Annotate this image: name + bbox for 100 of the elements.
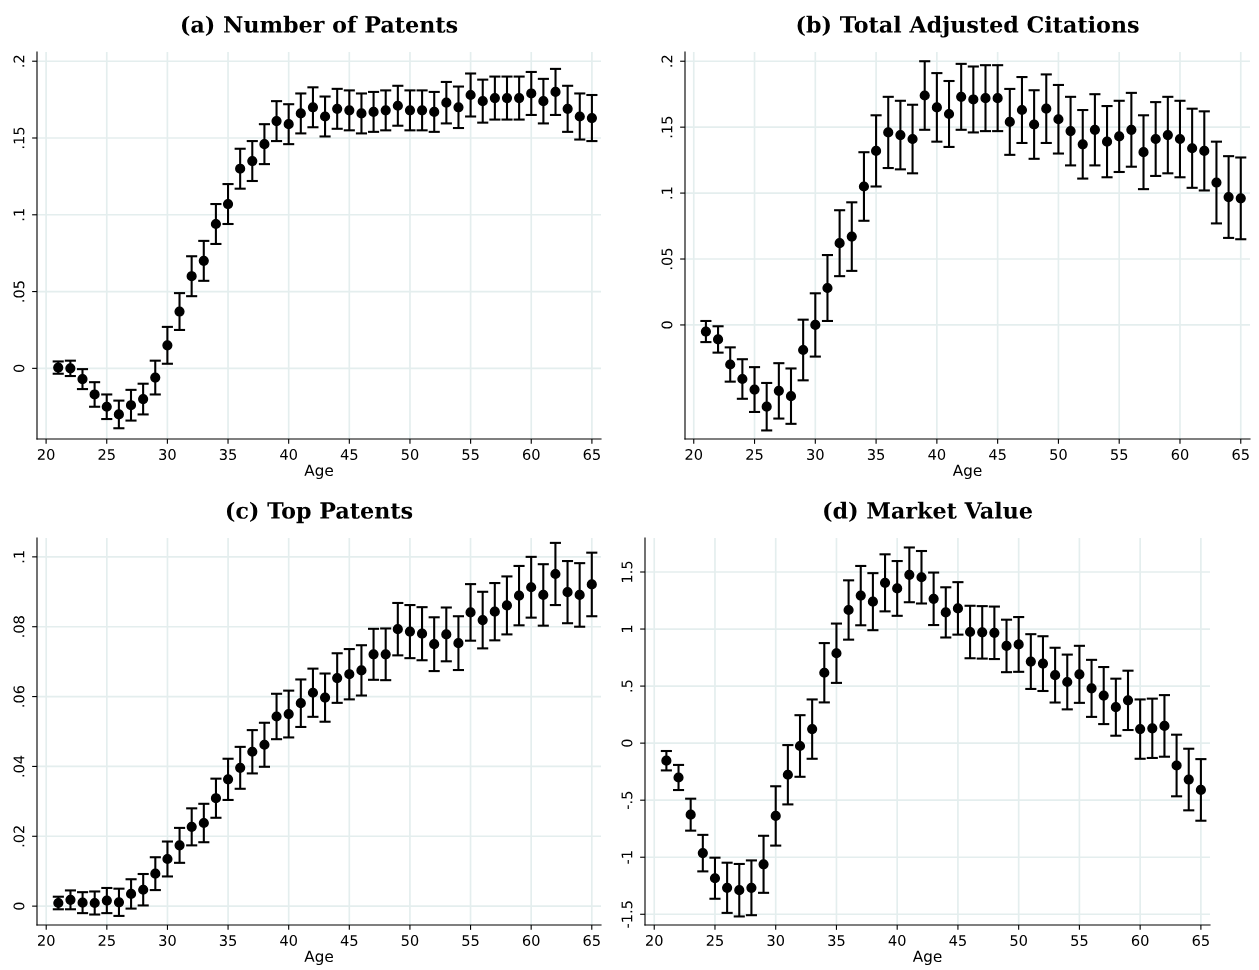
point (952, 603, 964, 614)
point (550, 568, 561, 580)
point (586, 112, 597, 124)
point (892, 583, 903, 594)
x-tick-label: 65 (1192, 934, 1209, 947)
point (465, 89, 476, 101)
point (489, 606, 500, 617)
point (150, 868, 161, 879)
point (101, 401, 112, 412)
point (1089, 124, 1100, 135)
point (1101, 136, 1113, 147)
point (1183, 774, 1194, 785)
x-tick-label: 35 (219, 448, 237, 461)
point (344, 669, 355, 680)
x-tick-label: 45 (340, 449, 358, 461)
x-tick-label: 40 (280, 448, 297, 461)
point (758, 859, 769, 870)
point (956, 91, 967, 102)
y-tick-label: 0 (661, 321, 673, 329)
point (222, 198, 234, 210)
x-tick-label: 20 (646, 934, 663, 947)
point (416, 628, 428, 639)
point (453, 102, 464, 113)
point (344, 105, 355, 116)
x-tick-label: 20 (38, 934, 55, 947)
point (746, 882, 757, 893)
x-tick-label: 25 (98, 448, 115, 461)
point (722, 882, 733, 893)
point (89, 897, 100, 909)
point (247, 155, 258, 167)
point (562, 587, 573, 598)
point (1199, 145, 1210, 156)
point (526, 88, 537, 99)
point (773, 385, 784, 396)
point (846, 231, 857, 242)
point (429, 639, 440, 650)
point (709, 873, 721, 884)
y-tick-label: .04 (13, 755, 25, 777)
point (661, 755, 672, 766)
x-tick-label: 30 (767, 934, 785, 947)
point (871, 145, 882, 156)
point (514, 92, 525, 104)
chart-title: (c) Top Patents (226, 501, 413, 524)
x-axis-title: Age (304, 464, 333, 480)
point (295, 108, 306, 119)
y-tick-label: 0 (13, 902, 25, 910)
point (697, 848, 708, 859)
point (319, 692, 331, 703)
y-tick-label: .15 (13, 127, 25, 149)
y-tick-label: .2 (661, 55, 673, 67)
point (1013, 639, 1024, 650)
point (417, 105, 428, 116)
point (843, 604, 854, 616)
point (295, 698, 306, 709)
point (968, 94, 979, 105)
point (101, 895, 112, 906)
x-tick-label: 40 (280, 934, 297, 947)
point (855, 590, 866, 601)
point (356, 665, 367, 676)
y-tick-label: .08 (13, 616, 25, 637)
point (1062, 676, 1073, 688)
point (1135, 724, 1146, 735)
point (1211, 177, 1222, 188)
x-tick-label: 20 (685, 448, 703, 461)
point (992, 93, 1003, 104)
y-tick-label: -1.5 (621, 901, 633, 928)
point (1001, 640, 1012, 652)
point (501, 600, 513, 611)
x-tick-label: 60 (1131, 934, 1149, 947)
point (380, 105, 391, 116)
point (1041, 103, 1052, 114)
point (725, 359, 736, 370)
x-tick-label: 60 (1171, 448, 1189, 461)
point (247, 746, 258, 757)
point (235, 163, 246, 174)
point (1065, 126, 1076, 137)
x-tick-label: 50 (401, 448, 419, 461)
y-tick-label: -.5 (621, 791, 633, 810)
point (210, 793, 222, 804)
point (113, 409, 124, 420)
chart-title: (d) Market Value (824, 501, 1032, 523)
x-tick-label: 60 (522, 934, 540, 947)
point (883, 127, 894, 138)
x-tick-label: 65 (1232, 448, 1249, 461)
point (1122, 695, 1134, 706)
point (404, 626, 416, 637)
x-tick-label: 60 (523, 448, 540, 461)
y-tick-label: .06 (13, 685, 25, 707)
point (89, 389, 100, 400)
point (1126, 124, 1137, 135)
y-tick-label: .2 (13, 55, 25, 67)
point (513, 590, 525, 601)
point (919, 90, 930, 101)
point (186, 271, 197, 282)
point (477, 614, 488, 626)
point (538, 96, 549, 107)
point (162, 340, 173, 351)
point (174, 840, 185, 851)
point (964, 626, 976, 638)
y-tick-label: .15 (661, 116, 673, 138)
